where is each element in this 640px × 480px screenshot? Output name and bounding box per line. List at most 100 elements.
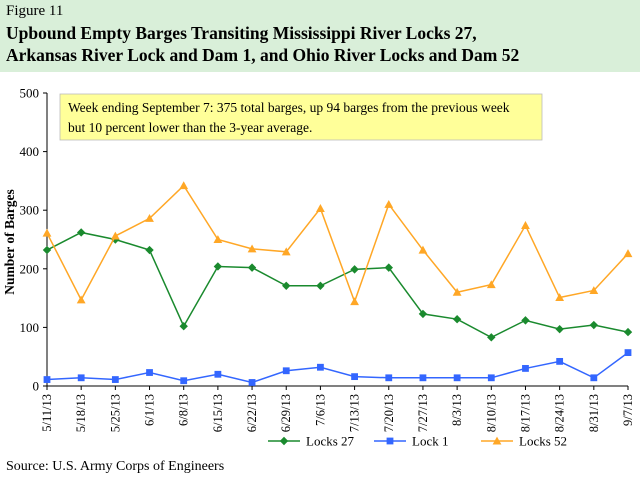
data-point-locks-52	[145, 214, 154, 222]
x-tick-label: 7/6/13	[313, 394, 327, 426]
data-point-lock-1	[282, 367, 290, 375]
legend-item-lock-1: Lock 1	[374, 434, 448, 449]
figure-title-line-1: Upbound Empty Barges Transiting Mississi…	[6, 23, 477, 43]
data-point-locks-27	[589, 320, 599, 330]
data-point-locks-27	[350, 265, 359, 274]
x-tick-label: 7/27/13	[416, 394, 430, 432]
figure-label: Figure 11	[6, 3, 64, 19]
data-point-locks-52	[42, 228, 52, 237]
legend-swatch-marker	[386, 437, 394, 445]
annotation-box	[59, 93, 543, 141]
chart-annotation: Week ending September 7: 375 total barge…	[59, 93, 543, 141]
y-tick-label: 100	[20, 320, 40, 335]
x-tick-label: 8/17/13	[518, 394, 532, 432]
data-point-locks-52	[316, 204, 325, 212]
data-point-locks-52	[452, 287, 462, 296]
data-point-locks-52	[110, 231, 120, 240]
x-tick-label: 6/15/13	[211, 394, 225, 432]
data-point-lock-1	[419, 374, 427, 382]
y-tick-label: 500	[20, 86, 40, 101]
figure-title: Upbound Empty Barges Transiting Mississi…	[6, 22, 636, 66]
data-point-lock-1	[385, 374, 393, 382]
data-point-locks-27	[316, 281, 325, 290]
data-point-lock-1	[214, 370, 222, 378]
data-point-locks-27	[247, 263, 257, 272]
data-point-locks-27	[213, 262, 223, 271]
data-point-locks-52	[247, 244, 257, 253]
data-point-locks-52	[281, 247, 291, 256]
source-note: Source: U.S. Army Corps of Engineers	[6, 459, 225, 474]
x-tick-label: 8/31/13	[587, 394, 601, 432]
chart-series	[42, 181, 633, 386]
data-point-lock-1	[556, 357, 564, 365]
data-point-lock-1	[351, 373, 358, 381]
data-point-lock-1	[248, 379, 256, 386]
chart-axes: 0 100 200 300 400 500 5/11/13 5/18/13 5/25/13 6/1…	[20, 86, 636, 433]
data-point-locks-27	[282, 281, 291, 290]
data-point-locks-27	[487, 333, 496, 342]
series-lock-1	[43, 349, 632, 386]
data-point-locks-52	[589, 286, 599, 295]
data-point-locks-27	[42, 245, 52, 255]
data-point-lock-1	[77, 374, 85, 382]
data-point-locks-52	[384, 199, 394, 208]
data-point-lock-1	[522, 365, 529, 372]
legend-swatch-marker	[492, 436, 502, 445]
data-point-locks-52	[555, 293, 565, 302]
data-point-locks-52	[486, 280, 496, 289]
x-tick-label: 7/20/13	[382, 394, 396, 432]
data-point-locks-27	[418, 309, 428, 319]
legend-label: Locks 27	[306, 434, 355, 449]
legend-item-locks-52: Locks 52	[481, 434, 567, 449]
data-point-locks-27	[145, 245, 154, 255]
data-point-lock-1	[43, 376, 51, 383]
figure-header: Figure 11 Upbound Empty Barges Transitin…	[0, 0, 640, 72]
data-point-locks-52	[76, 295, 86, 304]
series-line-locks-27	[46, 231, 629, 339]
y-tick-label: 0	[33, 379, 40, 394]
x-tick-label: 7/13/13	[348, 394, 362, 432]
figure-title-line-2: Arkansas River Lock and Dam 1, and Ohio …	[6, 45, 520, 65]
x-tick-label: 6/22/13	[245, 394, 259, 432]
y-tick-label: 300	[20, 203, 40, 218]
x-tick-label: 8/3/13	[450, 394, 464, 426]
data-point-lock-1	[453, 374, 461, 382]
data-point-lock-1	[180, 377, 188, 385]
data-point-lock-1	[487, 374, 495, 382]
x-tick-label: 6/1/13	[143, 394, 157, 426]
x-tick-label: 6/29/13	[279, 394, 293, 432]
data-point-locks-52	[350, 297, 359, 306]
line-chart: 0 100 200 300 400 500 5/11/13 5/18/13 5/25/13 6/1…	[2, 86, 636, 449]
legend-label: Locks 52	[519, 434, 567, 449]
data-point-locks-27	[384, 263, 393, 272]
x-tick-label: 5/11/13	[40, 394, 54, 432]
data-point-lock-1	[146, 369, 153, 376]
data-point-locks-52	[623, 249, 633, 258]
data-point-locks-52	[521, 221, 530, 229]
x-tick-label: 8/10/13	[484, 394, 498, 432]
legend-swatch-marker	[279, 436, 289, 446]
annotation-line-1: Week ending September 7: 375 total barge…	[68, 100, 510, 115]
series-locks-52	[42, 181, 633, 306]
series-locks-27	[42, 228, 633, 342]
data-point-locks-52	[213, 235, 223, 244]
y-tick-label: 200	[20, 261, 40, 276]
data-point-locks-52	[418, 245, 428, 254]
data-point-lock-1	[111, 376, 119, 383]
chart-legend: Locks 27 Lock 1 Locks 52	[268, 434, 567, 449]
data-point-locks-27	[521, 316, 530, 325]
data-point-lock-1	[317, 363, 324, 371]
legend-label: Lock 1	[412, 434, 448, 449]
data-point-locks-27	[179, 322, 188, 331]
data-point-lock-1	[624, 349, 632, 356]
y-tick-label: 400	[20, 144, 40, 159]
data-point-locks-27	[555, 324, 564, 334]
data-point-lock-1	[590, 374, 598, 382]
annotation-line-2: but 10 percent lower than the 3-year ave…	[68, 120, 312, 135]
legend-item-locks-27: Locks 27	[268, 434, 355, 449]
data-point-locks-27	[623, 327, 633, 337]
x-tick-label: 8/24/13	[553, 394, 567, 432]
series-line-locks-52	[46, 184, 629, 304]
x-tick-label: 6/8/13	[177, 394, 191, 426]
y-axis-label: Number of Barges	[2, 189, 17, 295]
